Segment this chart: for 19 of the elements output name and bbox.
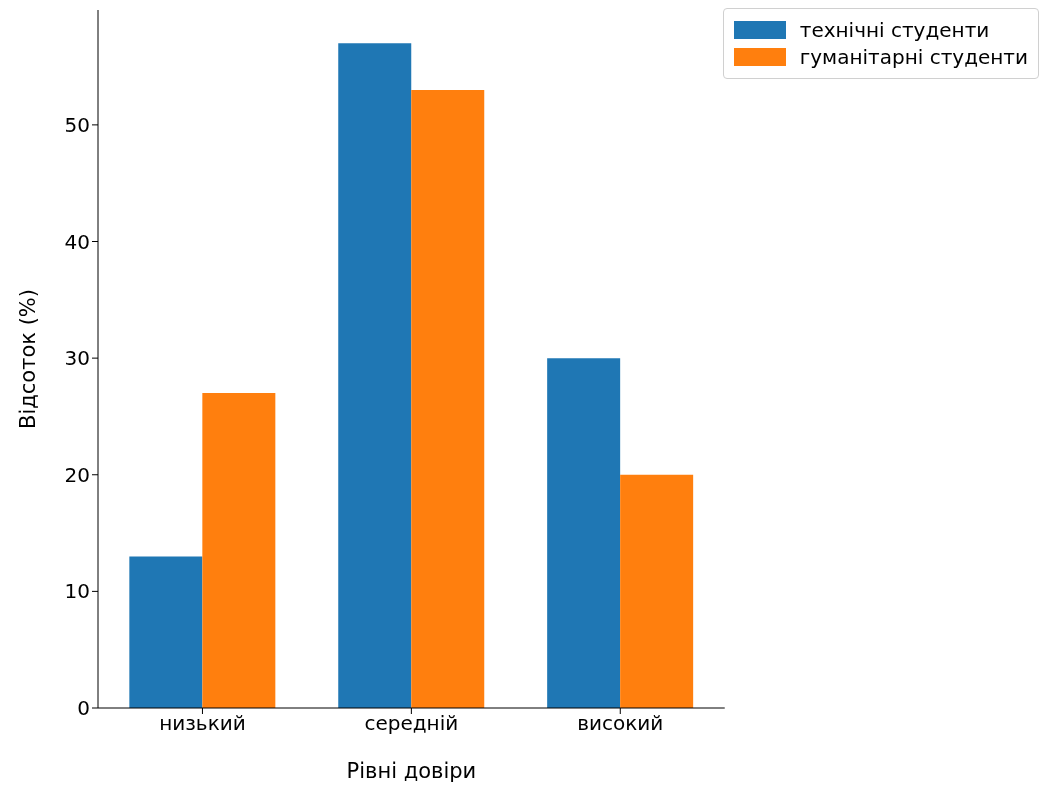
bar (620, 474, 694, 708)
y-axis-title: Відсоток (%) (16, 289, 41, 429)
x-tick-label: низький (159, 711, 246, 736)
bar (547, 358, 621, 708)
x-tick-label: середній (364, 711, 459, 736)
y-tick-label: 0 (77, 696, 90, 721)
bar (338, 43, 412, 708)
bar (202, 393, 276, 708)
legend-label: технічні студенти (799, 18, 990, 42)
y-tick-label: 30 (64, 346, 90, 371)
y-tick-label: 20 (64, 462, 90, 487)
bar (411, 89, 485, 708)
legend-label: гуманітарні студенти (799, 45, 1028, 69)
x-tick-label: високий (577, 711, 664, 736)
bar (129, 556, 203, 708)
y-tick-label: 10 (64, 579, 90, 604)
y-tick-label: 40 (64, 229, 90, 254)
x-axis-title: Рівні довіри (346, 759, 477, 783)
y-tick-label: 50 (64, 112, 90, 137)
